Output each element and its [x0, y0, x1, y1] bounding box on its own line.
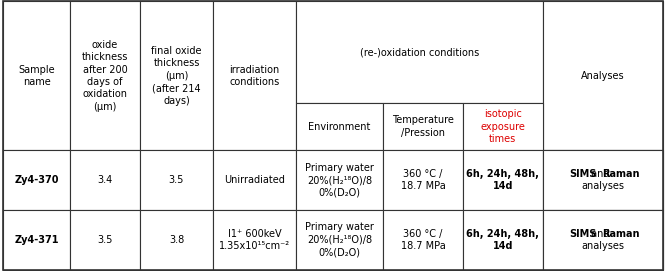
Text: oxide
thickness
after 200
days of
oxidation
(μm): oxide thickness after 200 days of oxidat… — [82, 40, 128, 112]
Bar — [3, 150, 70, 210]
Bar — [296, 150, 383, 210]
Bar — [70, 210, 140, 270]
Text: irradiation
conditions: irradiation conditions — [230, 65, 280, 87]
Bar — [543, 210, 663, 270]
Text: 6h, 24h, 48h,
14d: 6h, 24h, 48h, 14d — [466, 229, 539, 251]
Bar — [3, 210, 70, 270]
Bar — [383, 210, 463, 270]
Text: SIMS: SIMS — [569, 169, 596, 179]
Bar — [463, 150, 543, 210]
Text: Primary water
20%(H₂¹⁸O)/8
0%(D₂O): Primary water 20%(H₂¹⁸O)/8 0%(D₂O) — [305, 222, 374, 257]
Text: SIMS: SIMS — [569, 229, 596, 239]
Text: and: and — [588, 229, 613, 239]
Text: 6h, 24h, 48h,
14d: 6h, 24h, 48h, 14d — [466, 169, 539, 191]
Bar — [213, 1, 296, 150]
Text: Zy4-370: Zy4-370 — [15, 175, 59, 185]
Text: final oxide
thickness
(μm)
(after 214
days): final oxide thickness (μm) (after 214 da… — [151, 46, 202, 106]
Text: Environment: Environment — [308, 122, 371, 132]
Bar — [296, 1, 543, 103]
Text: analyses: analyses — [581, 181, 624, 191]
Text: Raman: Raman — [602, 169, 639, 179]
Bar — [213, 150, 296, 210]
Bar — [543, 150, 663, 210]
Text: 3.5: 3.5 — [168, 175, 184, 185]
Text: 360 °C /
18.7 MPa: 360 °C / 18.7 MPa — [400, 229, 446, 251]
Text: 3.4: 3.4 — [97, 175, 113, 185]
Bar — [463, 103, 543, 150]
Bar — [296, 103, 383, 150]
Text: (re-)oxidation conditions: (re-)oxidation conditions — [360, 47, 480, 57]
Bar — [383, 150, 463, 210]
Text: 3.8: 3.8 — [169, 235, 184, 245]
Text: Analyses: Analyses — [581, 71, 625, 81]
Text: Unirradiated: Unirradiated — [224, 175, 285, 185]
Bar — [296, 210, 383, 270]
Bar — [70, 150, 140, 210]
Text: 3.5: 3.5 — [97, 235, 113, 245]
Bar — [383, 103, 463, 150]
Text: 360 °C /
18.7 MPa: 360 °C / 18.7 MPa — [400, 169, 446, 191]
Bar — [70, 1, 140, 150]
Bar — [3, 1, 70, 150]
Bar — [140, 150, 213, 210]
Bar — [463, 210, 543, 270]
Bar — [213, 210, 296, 270]
Bar — [543, 150, 663, 210]
Text: and: and — [588, 169, 613, 179]
Bar — [543, 210, 663, 270]
Bar — [140, 210, 213, 270]
Bar — [543, 1, 663, 150]
Text: Sample
name: Sample name — [19, 65, 55, 87]
Text: isotopic
exposure
times: isotopic exposure times — [480, 109, 525, 144]
Bar — [140, 1, 213, 150]
Text: Temperature
/Pression: Temperature /Pression — [392, 115, 454, 138]
Text: I1⁺ 600keV
1.35x10¹⁵cm⁻²: I1⁺ 600keV 1.35x10¹⁵cm⁻² — [219, 229, 290, 251]
Text: Raman: Raman — [602, 229, 639, 239]
Text: Primary water
20%(H₂¹⁸O)/8
0%(D₂O): Primary water 20%(H₂¹⁸O)/8 0%(D₂O) — [305, 163, 374, 198]
Text: analyses: analyses — [581, 241, 624, 251]
Text: Zy4-371: Zy4-371 — [15, 235, 59, 245]
